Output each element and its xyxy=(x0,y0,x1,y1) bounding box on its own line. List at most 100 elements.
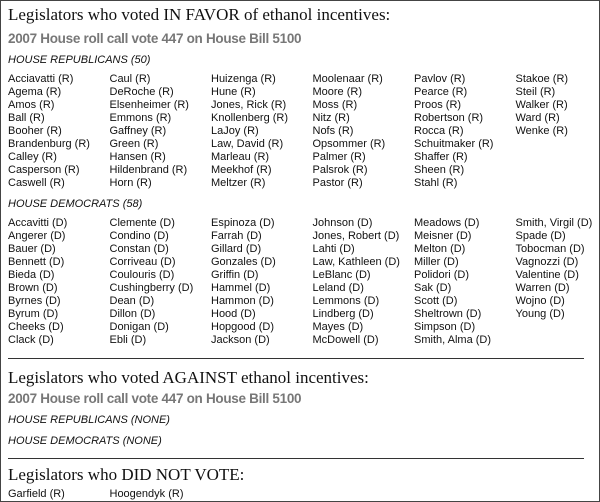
legislator-name: Polidori (D) xyxy=(414,269,470,281)
name-columns: Garfield (R) Hoogendyk (R) xyxy=(8,488,592,501)
legislator-name: Lemmons (D) xyxy=(312,295,380,307)
legislator-name: Bieda (D) xyxy=(8,269,55,281)
legislator-name: Robertson (R) xyxy=(414,112,484,124)
legislator-name: Meadows (D) xyxy=(414,217,480,229)
legislator-name: Valentine (D) xyxy=(515,269,579,281)
legislator-name: Wenke (R) xyxy=(515,125,568,137)
legislator-name: Jones, Rick (R) xyxy=(211,99,287,111)
group-label: HOUSE DEMOCRATS (NONE) xyxy=(8,435,162,447)
legislator-name: Elsenheimer (R) xyxy=(109,99,189,111)
name-columns: Accavitti (D) Angerer (D) Bauer (D) Bennett… xyxy=(8,217,592,347)
legislator-name: Ball (R) xyxy=(8,112,45,124)
legislator-name: Pearce (R) xyxy=(414,86,468,98)
legislator-name: Rocca (R) xyxy=(414,125,464,137)
group-label: HOUSE REPUBLICANS (50) xyxy=(8,54,151,66)
name-column: Clemente (D) Condino (D) Constan (D) Corriv… xyxy=(110,217,212,347)
legislator-name: Gaffney (R) xyxy=(109,125,167,137)
legislator-name: Condino (D) xyxy=(109,230,169,242)
legislator-name: Garfield (R) xyxy=(8,488,65,500)
legislator-name: Brown (D) xyxy=(8,282,58,294)
legislator-name: Corriveau (D) xyxy=(109,256,176,268)
legislator-name: Cheeks (D) xyxy=(8,321,64,333)
legislator-name: Griffin (D) xyxy=(211,269,259,281)
group-label: HOUSE DEMOCRATS (58) xyxy=(8,198,143,210)
legislator-name: Palmer (R) xyxy=(312,151,366,163)
legislator-name: Jones, Robert (D) xyxy=(312,230,400,242)
legislator-name: Wojno (D) xyxy=(515,295,565,307)
legislator-name: Scott (D) xyxy=(414,295,458,307)
legislator-name: Leland (D) xyxy=(312,282,364,294)
legislator-name: LeBlanc (D) xyxy=(312,269,371,281)
legislator-name: Calley (R) xyxy=(8,151,57,163)
legislator-name: Moss (R) xyxy=(312,99,358,111)
legislator-name: Hammel (D) xyxy=(211,282,271,294)
legislator-name: Moolenaar (R) xyxy=(312,73,383,85)
legislator-name: Pavlov (R) xyxy=(414,73,466,85)
legislator-name: Mayes (D) xyxy=(312,321,364,333)
name-column: Johnson (D) Jones, Robert (D) Lahti (D) Law… xyxy=(313,217,415,347)
legislator-name: Constan (D) xyxy=(109,243,169,255)
legislator-name: Agema (R) xyxy=(8,86,62,98)
legislator-name: Bennett (D) xyxy=(8,256,65,268)
legislator-name: Sak (D) xyxy=(414,282,452,294)
legislator-name: Smith, Alma (D) xyxy=(414,334,492,346)
legislator-name: Warren (D) xyxy=(515,282,570,294)
legislator-name: Lahti (D) xyxy=(312,243,355,255)
legislator-name: Angerer (D) xyxy=(8,230,66,242)
legislator-name: Bauer (D) xyxy=(8,243,56,255)
legislator-name: Walker (R) xyxy=(515,99,568,111)
legislator-name: Espinoza (D) xyxy=(211,217,275,229)
legislator-name: Caswell (R) xyxy=(8,177,65,189)
section-heading: Legislators who DID NOT VOTE: xyxy=(8,465,245,484)
legislator-name: McDowell (D) xyxy=(312,334,379,346)
legislator-name: Sheltrown (D) xyxy=(414,308,482,320)
legislator-name: Marleau (R) xyxy=(211,151,270,163)
legislator-name: Clack (D) xyxy=(8,334,54,346)
legislator-name: Proos (R) xyxy=(414,99,462,111)
legislator-name: Casperson (R) xyxy=(8,164,80,176)
legislator-name: Emmons (R) xyxy=(109,112,172,124)
name-column: Espinoza (D) Farrah (D) Gillard (D) Gonzale… xyxy=(211,217,313,347)
legislator-name: Hopgood (D) xyxy=(211,321,274,333)
legislator-name: Nofs (R) xyxy=(312,125,354,137)
legislator-name: Steil (R) xyxy=(515,86,556,98)
legislator-name: Dillon (D) xyxy=(109,308,156,320)
legislator-name: Sheen (R) xyxy=(414,164,465,176)
legislator-name: Accavitti (D) xyxy=(8,217,68,229)
name-column: Stakoe (R) Steil (R) Walker (R) Ward (R) Wen… xyxy=(516,73,600,190)
legislator-name: Hammon (D) xyxy=(211,295,274,307)
name-column: Acciavatti (R) Agema (R) Amos (R) Ball (R) B… xyxy=(8,73,110,190)
legislator-name: Hood (D) xyxy=(211,308,256,320)
legislator-name: Shaffer (R) xyxy=(414,151,468,163)
section-subheading: 2007 House roll call vote 447 on House B… xyxy=(8,391,302,406)
legislator-name: Byrum (D) xyxy=(8,308,59,320)
legislator-name: Tobocman (D) xyxy=(515,243,585,255)
legislator-name: Jackson (D) xyxy=(211,334,270,346)
name-column: Garfield (R) xyxy=(8,488,110,501)
legislator-name: Coulouris (D) xyxy=(109,269,175,281)
legislator-name: Hoogendyk (R) xyxy=(109,488,184,500)
legislator-name: Stakoe (R) xyxy=(515,73,569,85)
legislator-name: Palsrok (R) xyxy=(312,164,368,176)
legislator-name: Hildenbrand (R) xyxy=(109,164,188,176)
legislator-name: Clemente (D) xyxy=(109,217,175,229)
divider xyxy=(8,458,584,459)
legislator-name: Knollenberg (R) xyxy=(211,112,289,124)
legislator-name: Meltzer (R) xyxy=(211,177,266,189)
legislator-name: Hune (R) xyxy=(211,86,256,98)
legislator-name: Caul (R) xyxy=(109,73,151,85)
name-column: Hoogendyk (R) xyxy=(110,488,212,501)
legislator-name: Miller (D) xyxy=(414,256,459,268)
legislator-name: Horn (R) xyxy=(109,177,152,189)
legislator-name: Green (R) xyxy=(109,138,159,150)
legislator-name: Melton (D) xyxy=(414,243,466,255)
legislator-name: Byrnes (D) xyxy=(8,295,61,307)
section-heading: Legislators who voted IN FAVOR of ethano… xyxy=(8,5,391,24)
legislator-name: Brandenburg (R) xyxy=(8,138,90,150)
name-column: Pavlov (R) Pearce (R) Proos (R) Robertson (… xyxy=(414,73,516,190)
legislator-name: Hansen (R) xyxy=(109,151,166,163)
legislator-name: Johnson (D) xyxy=(312,217,373,229)
legislator-name: Meekhof (R) xyxy=(211,164,272,176)
legislator-name: Ebli (D) xyxy=(109,334,147,346)
legislator-name: Booher (R) xyxy=(8,125,62,137)
